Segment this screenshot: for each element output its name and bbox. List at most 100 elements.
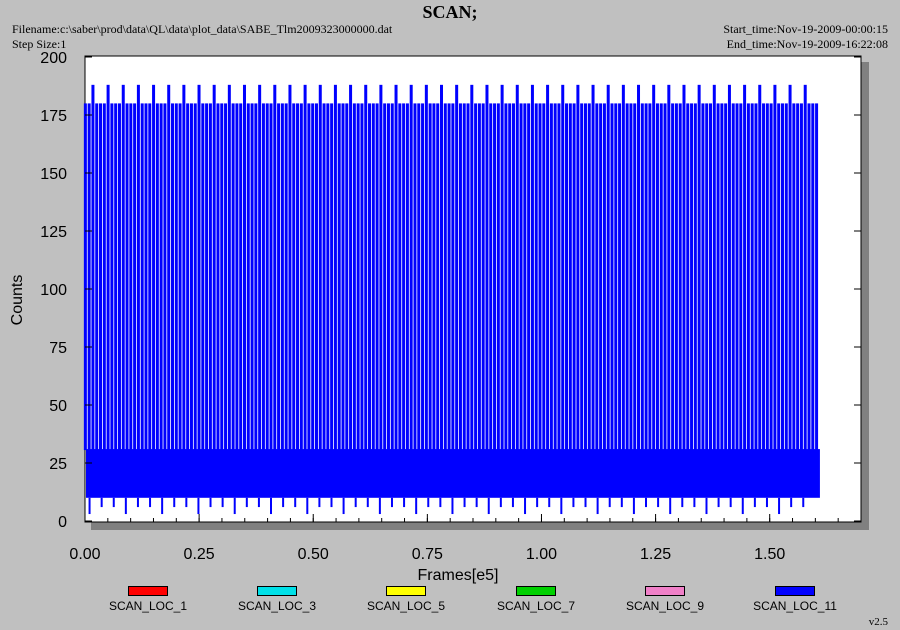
series-spike-scan-loc-11 bbox=[709, 103, 713, 451]
series-spike-scan-loc-11 bbox=[87, 103, 91, 451]
series-spike-scan-loc-11 bbox=[356, 103, 360, 451]
series-spike-scan-loc-11 bbox=[644, 103, 648, 451]
series-spike-scan-loc-11 bbox=[530, 84, 534, 451]
series-spike-scan-loc-11 bbox=[671, 103, 675, 451]
series-spike-scan-loc-11 bbox=[242, 84, 246, 451]
series-spike-scan-loc-11 bbox=[784, 103, 788, 451]
series-spike-scan-loc-11 bbox=[735, 103, 739, 451]
series-spike-scan-loc-11 bbox=[133, 103, 137, 451]
series-spike-scan-loc-11 bbox=[686, 103, 690, 451]
series-spike-scan-loc-11 bbox=[663, 103, 667, 451]
y-tick-label: 100 bbox=[40, 282, 67, 299]
series-spike-scan-loc-11 bbox=[394, 84, 398, 451]
series-spike-scan-loc-11 bbox=[466, 103, 470, 451]
series-spike-scan-loc-11 bbox=[288, 84, 292, 451]
series-spike-scan-loc-11 bbox=[364, 84, 368, 451]
series-spike-scan-loc-11 bbox=[648, 103, 652, 451]
series-spike-scan-loc-11 bbox=[561, 84, 565, 451]
legend-label: SCAN_LOC_1 bbox=[108, 599, 188, 613]
series-spike-scan-loc-11 bbox=[727, 84, 731, 451]
y-tick-label: 175 bbox=[40, 108, 67, 125]
series-spike-scan-loc-11 bbox=[129, 103, 133, 451]
series-spike-scan-loc-11 bbox=[674, 103, 678, 451]
series-spike-scan-loc-11 bbox=[171, 103, 175, 451]
series-spike-scan-loc-11 bbox=[527, 103, 531, 451]
legend-swatch bbox=[128, 586, 168, 596]
series-spike-scan-loc-11 bbox=[254, 103, 258, 451]
series-spike-scan-loc-11 bbox=[455, 84, 459, 451]
series-spike-scan-loc-11 bbox=[815, 103, 819, 451]
x-tick-label: 0.50 bbox=[298, 546, 329, 563]
series-spike-scan-loc-11 bbox=[152, 84, 156, 451]
series-spike-scan-loc-11 bbox=[280, 103, 284, 451]
legend-swatch bbox=[645, 586, 685, 596]
series-spike-scan-loc-11 bbox=[265, 103, 269, 451]
series-spike-scan-loc-11 bbox=[546, 84, 550, 451]
series-spike-scan-loc-11 bbox=[163, 103, 167, 451]
series-spike-scan-loc-11 bbox=[462, 103, 466, 451]
series-spike-scan-loc-11 bbox=[693, 103, 697, 451]
series-spike-scan-loc-11 bbox=[95, 103, 99, 451]
series-spike-scan-loc-11 bbox=[712, 84, 716, 451]
legend-item: SCAN_LOC_9 bbox=[610, 586, 720, 613]
series-spike-scan-loc-11 bbox=[186, 103, 190, 451]
series-spike-scan-loc-11 bbox=[534, 103, 538, 451]
series-spike-scan-loc-11 bbox=[807, 103, 811, 451]
series-spike-scan-loc-11 bbox=[197, 84, 201, 451]
series-spike-scan-loc-11 bbox=[99, 103, 103, 451]
series-spike-scan-loc-11 bbox=[311, 103, 315, 451]
legend-swatch bbox=[257, 586, 297, 596]
legend-item: SCAN_LOC_1 bbox=[93, 586, 203, 613]
legend-label: SCAN_LOC_5 bbox=[366, 599, 446, 613]
series-spike-scan-loc-11 bbox=[451, 103, 455, 451]
legend-item: SCAN_LOC_11 bbox=[740, 586, 850, 613]
series-spike-scan-loc-11 bbox=[474, 103, 478, 451]
legend-swatch bbox=[386, 586, 426, 596]
series-spike-scan-loc-11 bbox=[220, 103, 224, 451]
series-spike-scan-loc-11 bbox=[117, 103, 121, 451]
series-spike-scan-loc-11 bbox=[375, 103, 379, 451]
series-spike-scan-loc-11 bbox=[568, 103, 572, 451]
series-band-scan-loc-11 bbox=[86, 449, 820, 498]
series-spike-scan-loc-11 bbox=[322, 103, 326, 451]
y-tick-label: 150 bbox=[40, 166, 67, 183]
series-spike-scan-loc-11 bbox=[269, 103, 273, 451]
series-spike-scan-loc-11 bbox=[496, 103, 500, 451]
y-tick-label: 50 bbox=[49, 398, 67, 415]
series-spike-scan-loc-11 bbox=[292, 103, 296, 451]
series-spike-scan-loc-11 bbox=[299, 103, 303, 451]
x-tick-label: 1.50 bbox=[754, 546, 785, 563]
series-spike-scan-loc-11 bbox=[216, 103, 220, 451]
series-spike-scan-loc-11 bbox=[549, 103, 553, 451]
series-spike-scan-loc-11 bbox=[508, 103, 512, 451]
series-spike-scan-loc-11 bbox=[368, 103, 372, 451]
series-spike-scan-loc-11 bbox=[504, 103, 508, 451]
series-spike-scan-loc-11 bbox=[314, 103, 318, 451]
series-spike-scan-loc-11 bbox=[390, 103, 394, 451]
series-spike-scan-loc-11 bbox=[637, 84, 641, 451]
series-spike-scan-loc-11 bbox=[538, 103, 542, 451]
series-spike-scan-loc-11 bbox=[796, 103, 800, 451]
series-spike-scan-loc-11 bbox=[780, 103, 784, 451]
series-spike-scan-loc-11 bbox=[330, 103, 334, 451]
series-spike-scan-loc-11 bbox=[193, 103, 197, 451]
series-spike-scan-loc-11 bbox=[792, 103, 796, 451]
series-spike-scan-loc-11 bbox=[640, 103, 644, 451]
series-spike-scan-loc-11 bbox=[307, 103, 311, 451]
series-spike-scan-loc-11 bbox=[201, 103, 205, 451]
series-spike-scan-loc-11 bbox=[580, 103, 584, 451]
series-spike-scan-loc-11 bbox=[284, 103, 288, 451]
series-spike-scan-loc-11 bbox=[716, 103, 720, 451]
series-spike-scan-loc-11 bbox=[659, 103, 663, 451]
series-spike-scan-loc-11 bbox=[591, 84, 595, 451]
series-spike-scan-loc-11 bbox=[318, 84, 322, 451]
end-time-label: End_time:Nov-19-2009-16:22:08 bbox=[726, 37, 888, 51]
series-spike-scan-loc-11 bbox=[250, 103, 254, 451]
filename-label: Filename:c:\saber\prod\data\QL\data\plot… bbox=[12, 22, 393, 36]
series-spike-scan-loc-11 bbox=[599, 103, 603, 451]
series-spike-scan-loc-11 bbox=[212, 84, 216, 451]
series-spike-scan-loc-11 bbox=[205, 103, 209, 451]
series-spike-scan-loc-11 bbox=[769, 103, 773, 451]
series-spike-scan-loc-11 bbox=[493, 103, 497, 451]
